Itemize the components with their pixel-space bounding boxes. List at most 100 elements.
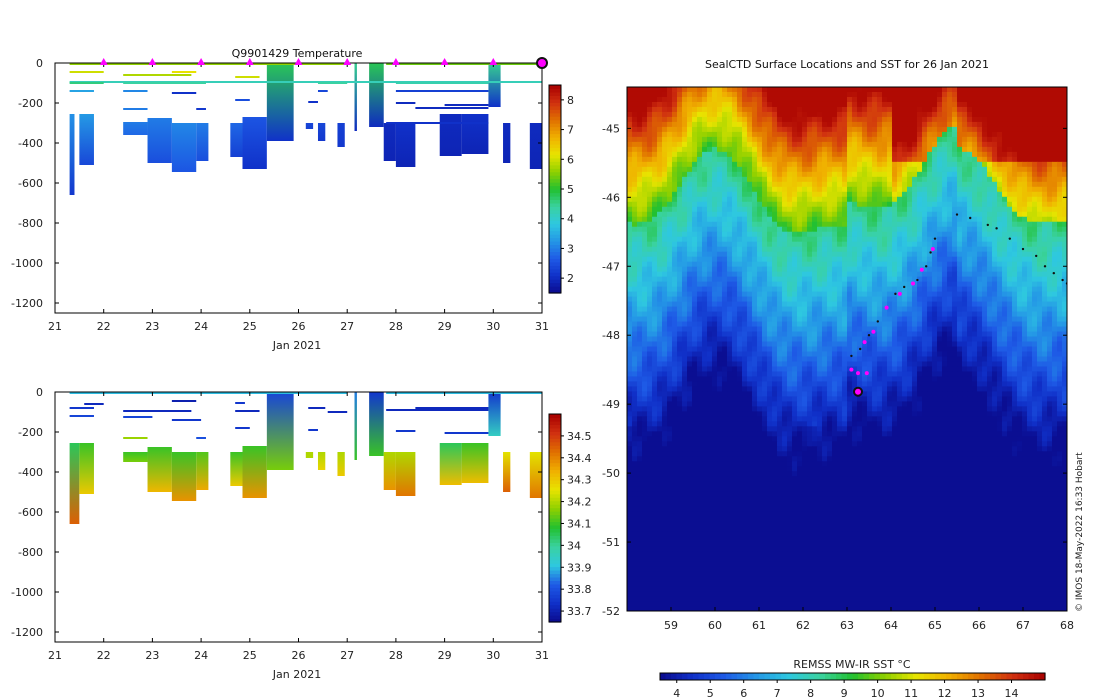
sst-cell: [672, 191, 678, 198]
sst-cell: [982, 87, 988, 93]
sst-cell: [787, 116, 793, 123]
sst-cell: [957, 126, 963, 133]
sst-cell: [972, 181, 978, 188]
sst-cell: [932, 241, 938, 248]
sst-cell: [702, 241, 708, 248]
sst-cell: [737, 266, 743, 273]
sst-cell: [972, 121, 978, 128]
sst-cell: [697, 141, 703, 148]
sst-cell: [1002, 231, 1008, 238]
sst-cell: [937, 91, 943, 98]
sst-cell: [742, 251, 748, 258]
sst-cell: [867, 296, 873, 303]
sst-cell: [632, 251, 638, 258]
sst-cell: [642, 271, 648, 278]
colorbar-segment: [549, 514, 561, 519]
sst-cell: [857, 266, 863, 273]
sst-cell: [942, 226, 948, 233]
sst-cell: [987, 87, 993, 93]
sst-cell: [667, 146, 673, 153]
sst-cell: [702, 321, 708, 328]
sst-cell: [722, 96, 728, 103]
sst-cell: [752, 316, 758, 323]
sst-cell: [772, 221, 778, 228]
sst-cell: [942, 291, 948, 298]
sst-cell: [702, 101, 708, 108]
sst-cell: [1057, 251, 1063, 258]
sst-cell: [857, 161, 863, 168]
sst-cell: [677, 211, 683, 218]
sst-cell: [947, 246, 953, 253]
sst-cell: [702, 286, 708, 293]
sst-cell: [772, 216, 778, 223]
sst-cell: [817, 306, 823, 313]
sst-cell: [967, 331, 973, 338]
sst-cell: [917, 276, 923, 283]
sst-cell: [787, 186, 793, 193]
sst-cell: [677, 131, 683, 138]
sst-cell: [632, 96, 638, 103]
sst-cell: [667, 136, 673, 143]
sst-cell: [677, 216, 683, 223]
sst-cell: [902, 256, 908, 263]
sst-cell: [902, 171, 908, 178]
sst-cell: [912, 276, 918, 283]
sst-cell: [757, 261, 763, 268]
sst-cell: [682, 251, 688, 258]
sst-cell: [697, 316, 703, 323]
sst-cell: [987, 231, 993, 238]
sst-cell: [787, 321, 793, 328]
sst-cell: [907, 116, 913, 123]
sst-cell: [697, 161, 703, 168]
profile-bar: [230, 123, 243, 157]
sst-cell: [672, 101, 678, 108]
sst-cell: [957, 186, 963, 193]
sst-cell: [842, 221, 848, 228]
sst-cell: [1032, 216, 1038, 223]
sst-cell: [757, 116, 763, 123]
sst-cell: [957, 296, 963, 303]
sst-cell: [947, 251, 953, 258]
sst-cell: [737, 246, 743, 253]
sst-cell: [822, 87, 828, 93]
sst-cell: [872, 131, 878, 138]
sst-cell: [812, 236, 818, 243]
sst-cell: [862, 101, 868, 108]
sst-cell: [992, 106, 998, 113]
sst-cell: [857, 241, 863, 248]
sst-cell: [872, 271, 878, 278]
sst-cell: [697, 111, 703, 118]
sst-cell: [922, 156, 928, 163]
sst-cell: [1042, 336, 1048, 343]
sst-cell: [727, 146, 733, 153]
sst-cell: [792, 131, 798, 138]
sst-cell: [947, 276, 953, 283]
sst-cell: [937, 166, 943, 173]
sst-cell: [922, 121, 928, 128]
sst-cell: [1012, 191, 1018, 198]
sst-cell: [672, 336, 678, 343]
sst-cell: [792, 281, 798, 288]
sst-cell: [672, 196, 678, 203]
sst-cell: [757, 336, 763, 343]
sst-cell: [752, 96, 758, 103]
sst-cell: [772, 306, 778, 313]
sst-cell: [827, 291, 833, 298]
sst-cell: [677, 87, 683, 93]
sst-cell: [967, 261, 973, 268]
sst-cell: [727, 111, 733, 118]
sst-cell: [872, 301, 878, 308]
colorbar-segment: [549, 272, 561, 277]
sst-cell: [897, 87, 903, 93]
sst-cell: [1002, 121, 1008, 128]
sst-cell: [652, 316, 658, 323]
sst-cell: [942, 161, 948, 168]
sst-cell: [912, 331, 918, 338]
sst-cell: [1032, 91, 1038, 98]
sst-cell: [992, 136, 998, 143]
sst-cell: [857, 91, 863, 98]
sst-cell: [817, 301, 823, 308]
sst-cell: [882, 296, 888, 303]
y-tick-label: -1200: [11, 626, 43, 639]
sst-cell: [1007, 291, 1013, 298]
